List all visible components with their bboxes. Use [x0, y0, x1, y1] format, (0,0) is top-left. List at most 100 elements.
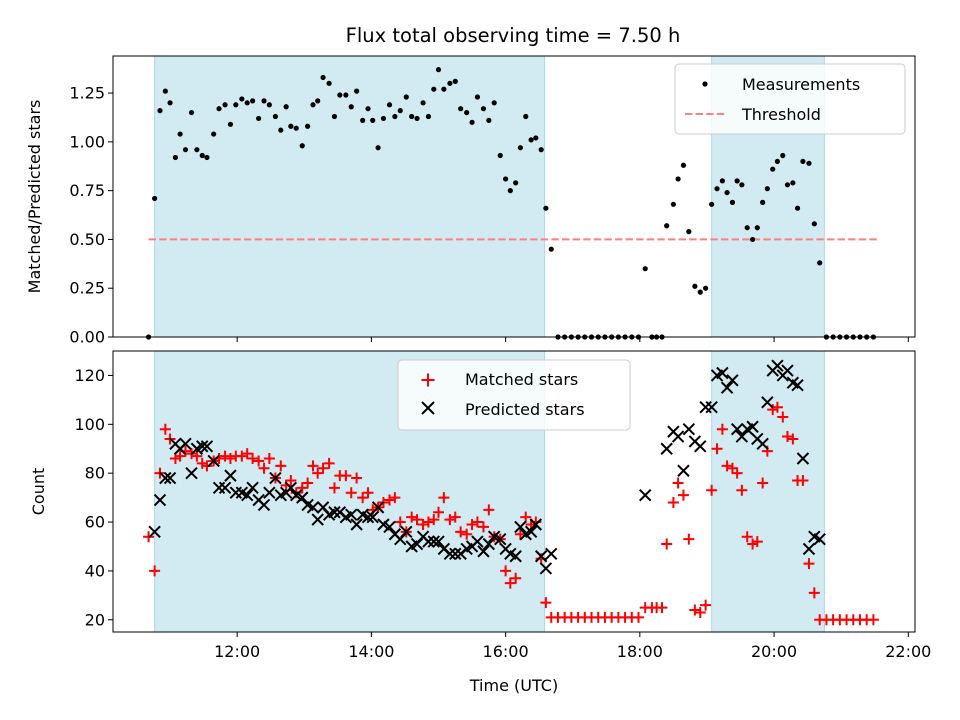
y-tick-label: 0.00: [69, 328, 105, 347]
matched-star-point: [417, 518, 429, 530]
predicted-star-point: [730, 422, 744, 436]
predicted-star-point: [694, 440, 707, 453]
measurement-point: [278, 127, 284, 133]
measurement-point: [397, 108, 403, 114]
predicted-star-point: [726, 374, 739, 387]
predicted-star-point: [179, 437, 192, 451]
x-axis-label: Time (UTC): [469, 676, 558, 695]
legend-measurement-marker: [702, 81, 708, 87]
matched-star-point: [296, 482, 308, 494]
matched-star-point: [340, 470, 352, 482]
matched-star-point: [700, 599, 712, 611]
ratio-panel: 0.00 0.25 0.50 0.75 1.00 1.25 Matched/Predict…: [25, 55, 916, 347]
matched-star-point: [757, 477, 769, 489]
measurement-point: [188, 109, 195, 116]
matched-star-point: [323, 457, 335, 469]
predicted-star-point: [246, 481, 259, 495]
matched-star-point: [219, 450, 231, 462]
matched-star-point: [803, 558, 815, 570]
x-tick-label: 14:00: [348, 642, 394, 661]
y-tick-label: 100: [74, 415, 105, 434]
y-tick-label: 20: [85, 610, 105, 629]
measurement-point: [780, 152, 786, 159]
matched-star-point: [351, 472, 363, 484]
matched-star-point: [656, 602, 668, 614]
predicted-star-point: [296, 491, 309, 504]
predicted-star-point: [449, 547, 462, 561]
matched-star-point: [253, 455, 265, 467]
matched-star-point: [683, 533, 695, 545]
matched-star-point: [247, 453, 259, 465]
measurement-point: [414, 115, 420, 122]
measurement-point: [692, 283, 698, 289]
matched-star-point: [767, 404, 779, 416]
predicted-star-point: [746, 420, 759, 433]
matched-star-point: [477, 521, 489, 533]
matched-star-point: [432, 506, 444, 518]
y-tick-label: 40: [85, 561, 105, 580]
predicted-star-point: [200, 440, 214, 453]
matched-star-point: [777, 411, 789, 423]
measurement-point: [326, 80, 332, 86]
matched-star-point: [771, 401, 783, 413]
matched-star-point: [438, 492, 450, 504]
measurement-point: [360, 117, 366, 123]
measurement-point: [211, 131, 217, 137]
x-tick-label: 20:00: [751, 642, 797, 661]
predicted-star-point: [224, 469, 237, 482]
predicted-star-point: [366, 510, 379, 524]
predicted-star-point: [241, 488, 254, 502]
predicted-star-point: [207, 454, 220, 468]
measurement-point: [724, 189, 730, 196]
predicted-star-point: [400, 525, 413, 539]
measurement-point: [261, 98, 267, 104]
measurement-point: [538, 147, 544, 153]
predicted-star-point: [471, 535, 484, 548]
predicted-star-point: [735, 430, 749, 443]
matched-star-point: [394, 516, 406, 528]
matched-star-point: [787, 433, 799, 445]
bottom-observing-windows: [154, 350, 825, 633]
measurement-point: [431, 86, 437, 92]
measurement-point: [227, 121, 234, 127]
matched-star-point: [258, 462, 270, 474]
measurement-point: [760, 199, 766, 205]
predicted-star-point: [153, 493, 167, 507]
predicted-star-point: [524, 525, 538, 539]
predicted-star-point: [361, 510, 375, 524]
measurement-point: [507, 188, 513, 194]
measurement-point: [800, 158, 806, 164]
matched-star-point: [411, 514, 423, 526]
predicted-star-point: [638, 488, 652, 502]
measurement-point: [497, 152, 503, 159]
predicted-star-point: [311, 513, 324, 526]
measurement-point: [370, 117, 376, 123]
measurement-point: [320, 74, 326, 81]
matched-star-point: [307, 460, 319, 472]
measurement-point: [480, 106, 487, 112]
matched-star-point: [726, 462, 738, 474]
predicted-star-point: [257, 498, 271, 512]
matched-star-point: [504, 577, 516, 589]
matched-star-point: [797, 475, 809, 487]
top-y-axis-ticks: 0.00 0.25 0.50 0.75 1.00 1.25: [69, 84, 113, 347]
bottom-legend: Matched stars Predicted stars: [397, 359, 631, 431]
y-tick-label: 1.00: [69, 132, 105, 151]
measurement-point: [764, 186, 770, 192]
predicted-star-point: [539, 562, 553, 575]
measurement-point: [533, 135, 539, 141]
predicted-star-point: [796, 452, 810, 465]
x-tick-label: 12:00: [214, 642, 260, 661]
matched-star-point: [422, 516, 434, 528]
top-axes-frame: [112, 55, 916, 338]
measurement-point: [675, 176, 681, 182]
predicted-star-point: [163, 471, 177, 485]
matched-star-point: [328, 482, 340, 494]
matched-star-point: [196, 457, 208, 469]
measurement-point: [503, 176, 509, 182]
measurement-point: [233, 102, 239, 108]
measurement-point: [272, 113, 279, 120]
measurement-point: [182, 147, 189, 153]
measurement-point: [817, 260, 823, 266]
matched-star-point: [540, 597, 552, 609]
